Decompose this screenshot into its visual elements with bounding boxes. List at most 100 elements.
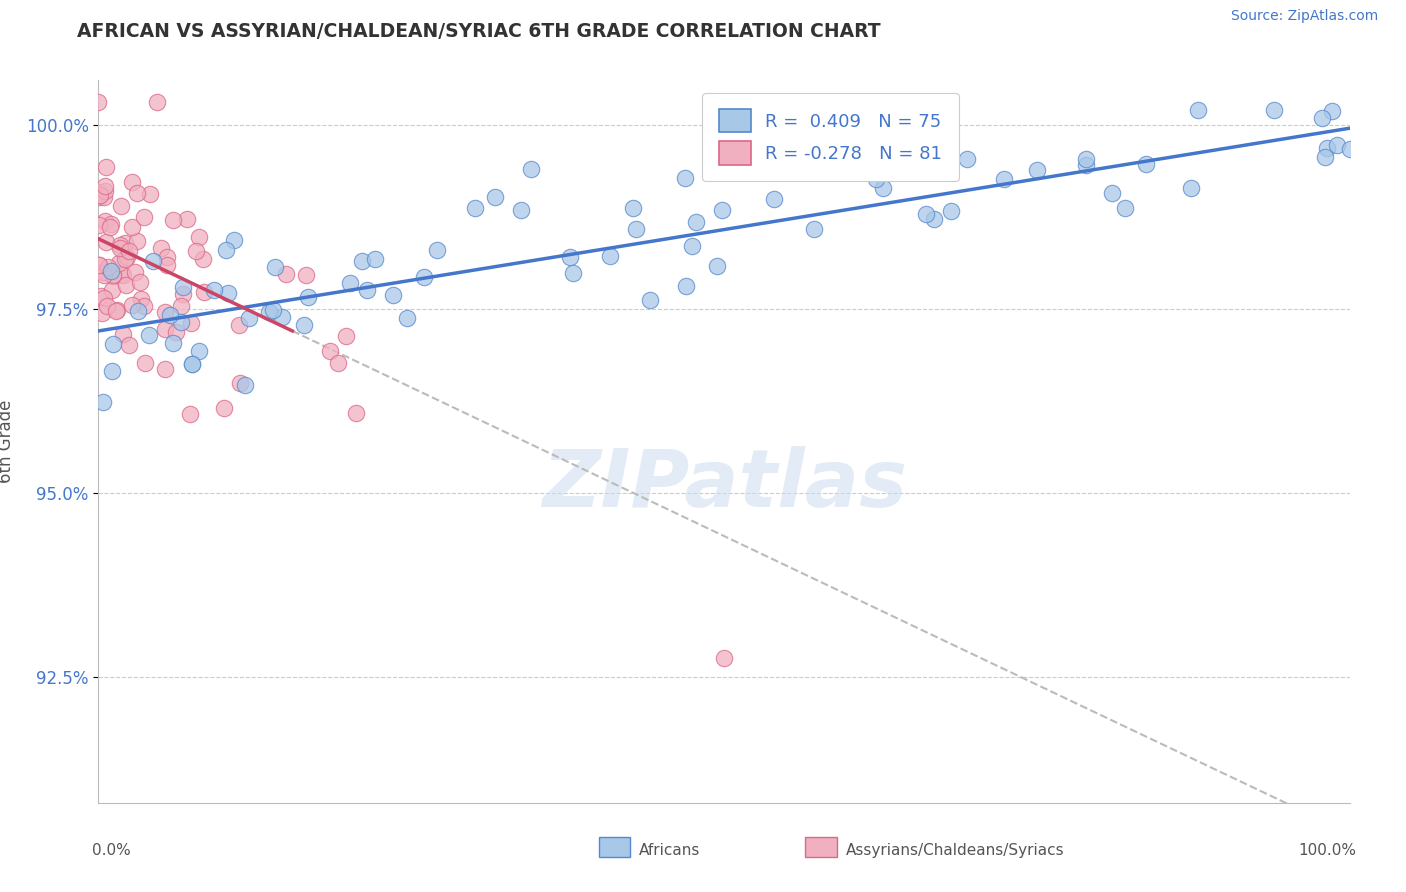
FancyBboxPatch shape (599, 837, 630, 857)
Point (97, 260, 120, 274)
Point (172, 287, 194, 301)
Point (623, 201, 645, 215)
Point (149, 240, 172, 254)
Point (346, 406, 368, 420)
Point (181, 357, 204, 371)
Point (956, 152, 979, 166)
Point (335, 329, 357, 343)
Point (110, 199, 132, 213)
Point (138, 328, 160, 343)
Text: AFRICAN VS ASSYRIAN/CHALDEAN/SYRIAC 6TH GRADE CORRELATION CHART: AFRICAN VS ASSYRIAN/CHALDEAN/SYRIAC 6TH … (77, 22, 882, 41)
Point (93, 291, 115, 305)
Point (412, 270, 434, 285)
Point (172, 280, 194, 294)
Point (188, 343, 211, 358)
Point (94, 235, 117, 249)
Point (108, 238, 131, 252)
Point (108, 241, 131, 255)
Point (865, 172, 887, 186)
Point (212, 401, 235, 416)
Point (101, 268, 124, 282)
Point (853, 157, 876, 171)
Point (180, 316, 202, 330)
Y-axis label: 6th Grade: 6th Grade (0, 400, 14, 483)
Point (1026, 163, 1049, 178)
Point (202, 283, 225, 297)
Point (90, 289, 112, 303)
Point (132, 211, 155, 225)
Legend: R =  0.409   N = 75, R = -0.278   N = 81: R = 0.409 N = 75, R = -0.278 N = 81 (702, 93, 959, 181)
Point (89, 190, 111, 204)
Point (271, 310, 294, 324)
Point (111, 327, 134, 342)
Point (115, 250, 138, 264)
Text: 0.0%: 0.0% (93, 843, 131, 857)
Point (215, 243, 238, 257)
Point (339, 276, 361, 290)
Point (129, 275, 152, 289)
Point (681, 239, 703, 253)
Point (711, 203, 734, 218)
Point (264, 260, 287, 274)
Point (297, 290, 319, 304)
Point (141, 254, 163, 268)
Point (914, 207, 936, 221)
Point (599, 249, 621, 263)
Point (87, 186, 110, 200)
Point (100, 220, 122, 235)
Point (1339, 142, 1361, 156)
Point (187, 230, 209, 244)
Point (426, 243, 449, 257)
Point (93, 190, 115, 204)
Point (170, 300, 193, 314)
Point (125, 234, 148, 248)
Point (124, 265, 146, 279)
Point (1074, 153, 1097, 167)
Text: Africans: Africans (638, 843, 700, 857)
Point (153, 362, 176, 376)
Point (257, 305, 280, 319)
Point (118, 244, 141, 259)
Point (139, 187, 162, 202)
Point (121, 298, 143, 312)
Point (94, 214, 117, 228)
FancyBboxPatch shape (806, 837, 837, 857)
Point (105, 303, 128, 318)
Point (118, 338, 141, 352)
Point (396, 311, 419, 326)
Point (673, 171, 696, 186)
Point (1180, 181, 1202, 195)
Point (1187, 103, 1209, 117)
Point (1101, 186, 1123, 200)
Point (1135, 157, 1157, 171)
Point (89, 258, 111, 272)
Point (941, 204, 963, 219)
Point (1310, 111, 1333, 125)
Point (1263, 103, 1285, 117)
Point (101, 336, 124, 351)
Point (217, 286, 239, 301)
Point (153, 322, 176, 336)
Point (100, 263, 122, 277)
Point (356, 284, 378, 298)
Point (191, 252, 214, 266)
Point (105, 303, 128, 318)
Point (94, 161, 117, 175)
Point (328, 356, 350, 370)
Point (179, 407, 201, 421)
Point (675, 278, 697, 293)
Point (803, 222, 825, 236)
Point (181, 357, 204, 371)
Point (382, 288, 405, 302)
Point (706, 259, 728, 273)
Point (91, 306, 114, 320)
Point (193, 285, 215, 299)
Point (153, 304, 176, 318)
Point (100, 217, 122, 231)
Point (294, 318, 316, 332)
Point (114, 252, 136, 267)
Text: ZIPatlas: ZIPatlas (541, 446, 907, 524)
Point (1313, 150, 1336, 164)
Point (510, 202, 533, 217)
Point (186, 244, 208, 259)
